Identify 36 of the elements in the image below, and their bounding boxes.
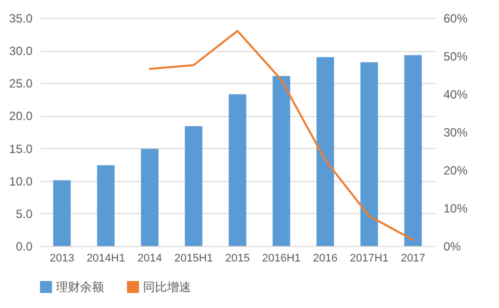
bar [360, 62, 378, 246]
bar [404, 55, 422, 246]
y2-tick-label: 20% [444, 164, 468, 178]
bar [140, 148, 158, 246]
y-tick-label: 10.0 [9, 174, 33, 188]
y-tick-label: 30.0 [9, 44, 33, 58]
line-series [148, 30, 414, 241]
y-tick-label: 15.0 [9, 142, 33, 156]
y2-tick-label: 60% [444, 12, 468, 26]
x-tick-label: 2016 [313, 252, 338, 264]
legend-label: 同比增速 [143, 280, 191, 294]
x-tick-label: 2016H1 [262, 252, 301, 264]
y-tick-label: 5.0 [16, 206, 33, 221]
y-tick-label: 20.0 [9, 109, 33, 124]
x-tick-label: 2014H1 [86, 252, 126, 264]
y-tick-label: 25.0 [9, 76, 33, 91]
x-tick-label: 2017 [400, 252, 426, 264]
y2-tick-label: 50% [444, 50, 468, 64]
y-tick-label: 35.0 [9, 12, 33, 26]
y2-tick-label: 10% [444, 202, 468, 216]
y2-tick-label: 40% [444, 88, 468, 102]
bar [272, 76, 290, 246]
y2-tick-label: 30% [444, 126, 468, 140]
bar [97, 165, 115, 246]
x-tick-label: 2015H1 [174, 252, 213, 264]
x-tick-label: 2015 [225, 252, 250, 264]
y2-tick-label: 0% [444, 240, 462, 254]
x-tick-label: 2017H1 [350, 252, 388, 264]
y-tick-label: 0.0 [16, 240, 33, 254]
legend-label: 理财余额 [56, 280, 104, 294]
bar [184, 126, 202, 246]
x-tick-label: 2013 [50, 252, 74, 264]
bar [53, 180, 71, 246]
bar [316, 57, 334, 246]
x-tick-label: 2014 [137, 252, 162, 264]
bar [228, 94, 246, 246]
